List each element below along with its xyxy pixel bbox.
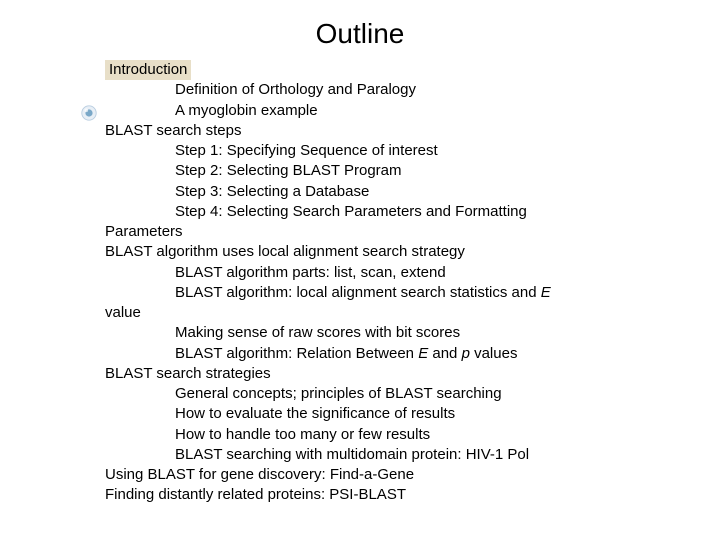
outline-line: How to handle too many or few results	[105, 425, 700, 445]
highlighted-text: Introduction	[105, 60, 191, 80]
outline-line: BLAST searching with multidomain protein…	[105, 445, 700, 465]
outline-line: Step 4: Selecting Search Parameters and …	[105, 202, 700, 222]
outline-line: BLAST algorithm uses local alignment sea…	[105, 242, 700, 262]
outline-content: Introduction Definition of Orthology and…	[0, 60, 720, 506]
outline-line: Definition of Orthology and Paralogy	[105, 80, 700, 100]
outline-line: How to evaluate the significance of resu…	[105, 404, 700, 424]
outline-line: Parameters	[105, 222, 700, 242]
outline-line: BLAST algorithm: local alignment search …	[105, 283, 700, 303]
outline-line: Step 1: Specifying Sequence of interest	[105, 141, 700, 161]
slide-title: Outline	[0, 0, 720, 60]
outline-line: Step 2: Selecting BLAST Program	[105, 161, 700, 181]
outline-line: value	[105, 303, 700, 323]
outline-line: Step 3: Selecting a Database	[105, 182, 700, 202]
outline-line: Introduction	[105, 60, 700, 80]
outline-line: BLAST search steps	[105, 121, 700, 141]
outline-line: A myoglobin example	[105, 101, 700, 121]
outline-line: General concepts; principles of BLAST se…	[105, 384, 700, 404]
outline-line: Using BLAST for gene discovery: Find-a-G…	[105, 465, 700, 485]
outline-line: Finding distantly related proteins: PSI-…	[105, 485, 700, 505]
outline-line: Making sense of raw scores with bit scor…	[105, 323, 700, 343]
outline-line: BLAST search strategies	[105, 364, 700, 384]
outline-line: BLAST algorithm: Relation Between E and …	[105, 344, 700, 364]
outline-line: BLAST algorithm parts: list, scan, exten…	[105, 263, 700, 283]
bullet-icon	[80, 104, 98, 122]
